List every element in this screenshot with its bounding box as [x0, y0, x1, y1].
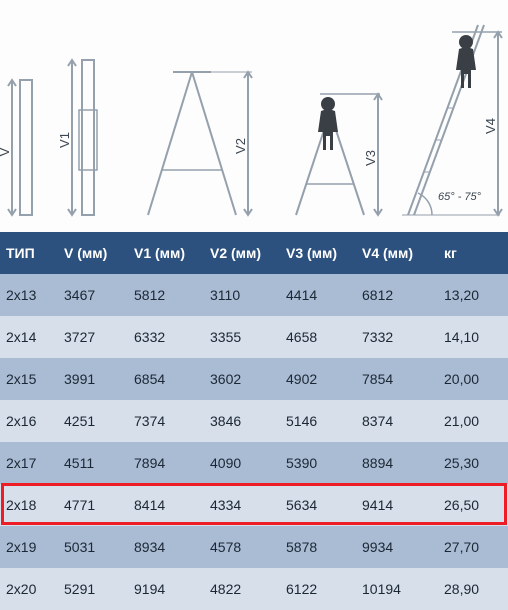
- table-row: 2x19 5031 8934 4578 5878 9934 27,70: [0, 526, 508, 568]
- cell: 4414: [280, 274, 356, 316]
- cell: 4090: [204, 442, 280, 484]
- cell: 13,20: [438, 274, 508, 316]
- cell: 4251: [58, 400, 128, 442]
- cell: 26,50: [438, 484, 508, 526]
- cell: 4902: [280, 358, 356, 400]
- cell: 3355: [204, 316, 280, 358]
- table-body: 2x13 3467 5812 3110 4414 6812 13,20 2x14…: [0, 274, 508, 610]
- col-header: V (мм): [58, 232, 128, 274]
- cell: 2x13: [0, 274, 58, 316]
- cell: 8414: [128, 484, 204, 526]
- cell: 6332: [128, 316, 204, 358]
- cell: 21,00: [438, 400, 508, 442]
- cell: 4334: [204, 484, 280, 526]
- table-row: 2x18 4771 8414 4334 5634 9414 26,50: [0, 484, 508, 526]
- cell: 5390: [280, 442, 356, 484]
- table-row: 2x16 4251 7374 3846 5146 8374 21,00: [0, 400, 508, 442]
- table-row: 2x15 3991 6854 3602 4902 7854 20,00: [0, 358, 508, 400]
- spec-table-wrap: ТИП V (мм) V1 (мм) V2 (мм) V3 (мм) V4 (м…: [0, 232, 508, 610]
- spec-table: ТИП V (мм) V1 (мм) V2 (мм) V3 (мм) V4 (м…: [0, 232, 508, 610]
- cell: 2x19: [0, 526, 58, 568]
- cell: 9934: [356, 526, 438, 568]
- cell: 5812: [128, 274, 204, 316]
- col-header: V4 (мм): [356, 232, 438, 274]
- dim-label-v3: V3: [363, 150, 378, 166]
- cell: 3846: [204, 400, 280, 442]
- cell: 3727: [58, 316, 128, 358]
- dim-label-v1: V1: [57, 132, 72, 148]
- col-header: V3 (мм): [280, 232, 356, 274]
- cell: 5634: [280, 484, 356, 526]
- cell: 2x16: [0, 400, 58, 442]
- ladder-diagrams: V V1: [0, 0, 508, 232]
- cell: 7854: [356, 358, 438, 400]
- cell: 27,70: [438, 526, 508, 568]
- cell: 6812: [356, 274, 438, 316]
- table-row: 2x17 4511 7894 4090 5390 8894 25,30: [0, 442, 508, 484]
- cell: 8894: [356, 442, 438, 484]
- cell: 8934: [128, 526, 204, 568]
- cell: 3602: [204, 358, 280, 400]
- cell: 2x18: [0, 484, 58, 526]
- cell: 5031: [58, 526, 128, 568]
- cell: 8374: [356, 400, 438, 442]
- cell: 5146: [280, 400, 356, 442]
- cell: 2x14: [0, 316, 58, 358]
- cell: 3991: [58, 358, 128, 400]
- cell: 14,10: [438, 316, 508, 358]
- person-icon: [456, 35, 476, 88]
- cell: 4578: [204, 526, 280, 568]
- cell: 2x17: [0, 442, 58, 484]
- cell: 3110: [204, 274, 280, 316]
- cell: 6854: [128, 358, 204, 400]
- cell: 4511: [58, 442, 128, 484]
- cell: 7332: [356, 316, 438, 358]
- col-header: кг: [438, 232, 508, 274]
- cell: 2x15: [0, 358, 58, 400]
- dim-label-v: V: [0, 147, 12, 156]
- cell: 7894: [128, 442, 204, 484]
- cell: 9414: [356, 484, 438, 526]
- col-header: ТИП: [0, 232, 58, 274]
- table-header-row: ТИП V (мм) V1 (мм) V2 (мм) V3 (мм) V4 (м…: [0, 232, 508, 274]
- cell: 20,00: [438, 358, 508, 400]
- col-header: V1 (мм): [128, 232, 204, 274]
- col-header: V2 (мм): [204, 232, 280, 274]
- cell: 7374: [128, 400, 204, 442]
- table-row: 2x13 3467 5812 3110 4414 6812 13,20: [0, 274, 508, 316]
- angle-label: 65° - 75°: [438, 191, 482, 203]
- cell: 5878: [280, 526, 356, 568]
- table-row: 2x14 3727 6332 3355 4658 7332 14,10: [0, 316, 508, 358]
- cell: 3467: [58, 274, 128, 316]
- dim-label-v2: V2: [233, 138, 248, 154]
- dim-label-v4: V4: [483, 118, 498, 134]
- cell: 4658: [280, 316, 356, 358]
- cell: 25,30: [438, 442, 508, 484]
- cell: 4771: [58, 484, 128, 526]
